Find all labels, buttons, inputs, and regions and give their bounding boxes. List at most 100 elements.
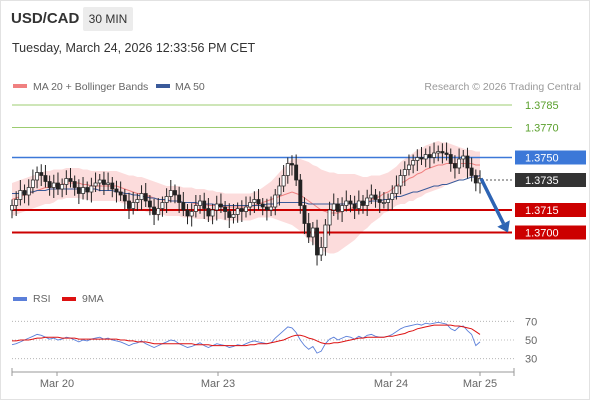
candle-body — [64, 178, 69, 185]
candle-body — [202, 200, 207, 209]
candle-body — [465, 155, 470, 169]
candle-body — [135, 199, 140, 203]
candle-body — [198, 200, 202, 206]
candle-body — [248, 202, 253, 208]
candle-body — [110, 182, 115, 190]
candle-body — [181, 202, 186, 211]
candle-body — [352, 203, 357, 209]
rsi-legend-swatch — [13, 297, 27, 301]
candle-body — [81, 187, 85, 194]
candle-body — [68, 178, 73, 182]
candle-body — [273, 194, 278, 208]
candle-body — [223, 206, 228, 212]
x-label-mar-24: Mar 24 — [374, 378, 408, 390]
candle-body — [411, 160, 416, 166]
candle-body — [407, 164, 411, 170]
watermark-text: Research © 2026 Trading Central — [424, 81, 581, 93]
candle-body — [394, 185, 399, 194]
candle-body — [14, 199, 19, 206]
candle-body — [210, 209, 215, 217]
candle-body — [118, 191, 123, 196]
candle-body — [47, 181, 52, 188]
candle-body — [323, 224, 328, 248]
candle-body — [327, 209, 332, 226]
candle-body — [448, 154, 453, 164]
candle-body — [18, 190, 23, 200]
candle-body — [264, 206, 269, 211]
candle-body — [319, 247, 324, 256]
candle-body — [294, 164, 299, 181]
candle-body — [177, 194, 182, 203]
candle-body — [156, 208, 161, 215]
candle-body — [298, 179, 303, 206]
candle-body — [356, 200, 361, 209]
candle-body — [260, 203, 265, 208]
candle-body — [390, 193, 395, 200]
candle-body — [43, 175, 48, 182]
rsi-ma-legend-swatch — [62, 297, 76, 301]
candle-body — [235, 208, 240, 215]
candle-body — [402, 169, 407, 176]
candle-body — [89, 185, 94, 193]
candle-body — [114, 188, 119, 193]
candle-body — [290, 163, 294, 166]
candle-body — [10, 205, 14, 211]
candle-body — [122, 194, 127, 202]
candle-body — [461, 155, 466, 160]
timeframe-badge[interactable]: 30 MIN — [83, 7, 133, 31]
candle-body — [168, 190, 173, 197]
candle-body — [365, 197, 370, 206]
candle-body — [227, 211, 232, 218]
candle-body — [97, 179, 102, 184]
candle-body — [281, 175, 286, 187]
level-tag-1.3700 — [515, 225, 586, 240]
candle-body — [160, 202, 165, 209]
projection-arrow-head — [497, 220, 510, 233]
candle-body — [39, 172, 44, 176]
level-label-1.3785: 1.3785 — [525, 100, 559, 112]
candle-body — [444, 152, 449, 155]
candle-body — [340, 205, 345, 212]
candle-body — [143, 193, 148, 202]
ma20-legend-label: MA 20 + Bollinger Bands — [33, 81, 148, 93]
candle-body — [331, 203, 336, 211]
candle-body — [440, 151, 445, 154]
x-label-mar-20: Mar 20 — [40, 378, 74, 390]
candle-body — [306, 223, 311, 238]
candle-body — [244, 206, 248, 212]
candle-body — [173, 190, 177, 196]
rsi-tick-70: 70 — [525, 316, 537, 328]
rsi-ma-line — [12, 324, 481, 347]
candle-body — [231, 214, 236, 218]
x-label-mar-23: Mar 23 — [201, 378, 235, 390]
candle-body — [51, 182, 56, 188]
candle-body — [381, 202, 386, 204]
symbol-title: USD/CAD — [11, 10, 80, 27]
rsi-tick-30: 30 — [525, 354, 537, 366]
candle-body — [457, 158, 462, 169]
candle-body — [101, 179, 106, 185]
candle-body — [432, 152, 436, 158]
candle-body — [60, 184, 65, 190]
candle-body — [373, 194, 378, 200]
level-label-1.3770: 1.3770 — [525, 123, 559, 135]
candle-body — [452, 163, 457, 169]
candle-body — [127, 200, 131, 209]
timestamp: Tuesday, March 24, 2026 12:33:56 PM CET — [12, 41, 256, 55]
level-tag-1.3735 — [515, 173, 586, 187]
candle-body — [164, 196, 169, 203]
level-label-1.3715: 1.3715 — [525, 205, 559, 217]
candle-body — [239, 208, 244, 212]
candle-body — [344, 200, 349, 206]
candle-body — [30, 179, 35, 188]
level-label-1.3750: 1.3750 — [525, 153, 559, 165]
candle-body — [277, 185, 282, 196]
rsi-ma-legend-label: 9MA — [82, 293, 104, 305]
candle-body — [415, 157, 420, 161]
ma20-legend-swatch — [13, 84, 27, 88]
candle-body — [139, 193, 144, 200]
candle-body — [419, 157, 424, 160]
candle-body — [423, 154, 428, 160]
candle-body — [85, 187, 90, 193]
